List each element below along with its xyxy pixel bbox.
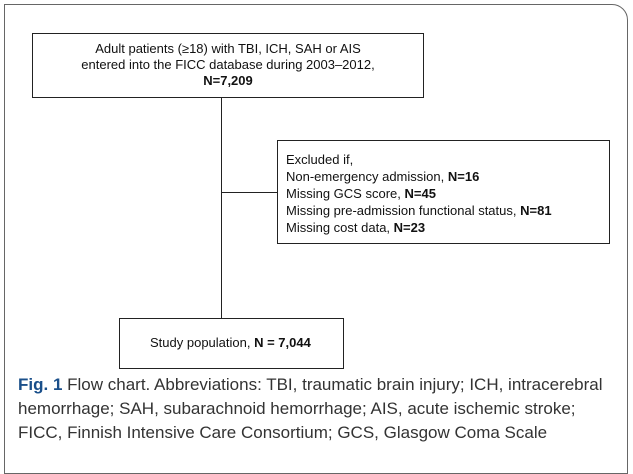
- count: N=23: [393, 220, 426, 235]
- count: N=7,209: [203, 73, 253, 88]
- exclusion-item: Missing cost data, N=23: [286, 219, 609, 236]
- exclusion-item: Missing pre-admission functional status,…: [286, 202, 609, 219]
- caption-label: Fig. 1: [18, 375, 63, 394]
- box-line: entered into the FICC database during 20…: [81, 57, 375, 72]
- result-box: Study population, N = 7,044: [119, 318, 344, 369]
- exclusion-item: Missing GCS score, N=45: [286, 185, 609, 202]
- connector-horizontal: [221, 192, 277, 193]
- connector-vertical: [221, 97, 222, 318]
- exclusion-heading: Excluded if,: [286, 152, 354, 167]
- count: N=45: [404, 186, 436, 201]
- exclusion-label: Non-emergency admission,: [286, 169, 445, 184]
- count: N=16: [447, 169, 480, 184]
- box-line: Adult patients (≥18) with TBI, ICH, SAH …: [95, 41, 361, 56]
- exclusion-box: Excluded if, Non-emergency admission, N=…: [277, 140, 610, 244]
- caption-text: Flow chart. Abbreviations: TBI, traumati…: [18, 375, 603, 442]
- result-label: Study population,: [150, 335, 251, 350]
- exclusion-item: Non-emergency admission, N=16: [286, 168, 609, 185]
- count: N = 7,044: [254, 335, 311, 350]
- caption: Fig. 1 Flow chart. Abbreviations: TBI, t…: [18, 373, 618, 445]
- start-box: Adult patients (≥18) with TBI, ICH, SAH …: [32, 33, 424, 98]
- exclusion-label: Missing GCS score,: [286, 186, 401, 201]
- exclusion-label: Missing pre-admission functional status,: [286, 203, 517, 218]
- page: Adult patients (≥18) with TBI, ICH, SAH …: [4, 4, 628, 474]
- count: N=81: [520, 203, 552, 218]
- exclusion-label: Missing cost data,: [286, 220, 391, 235]
